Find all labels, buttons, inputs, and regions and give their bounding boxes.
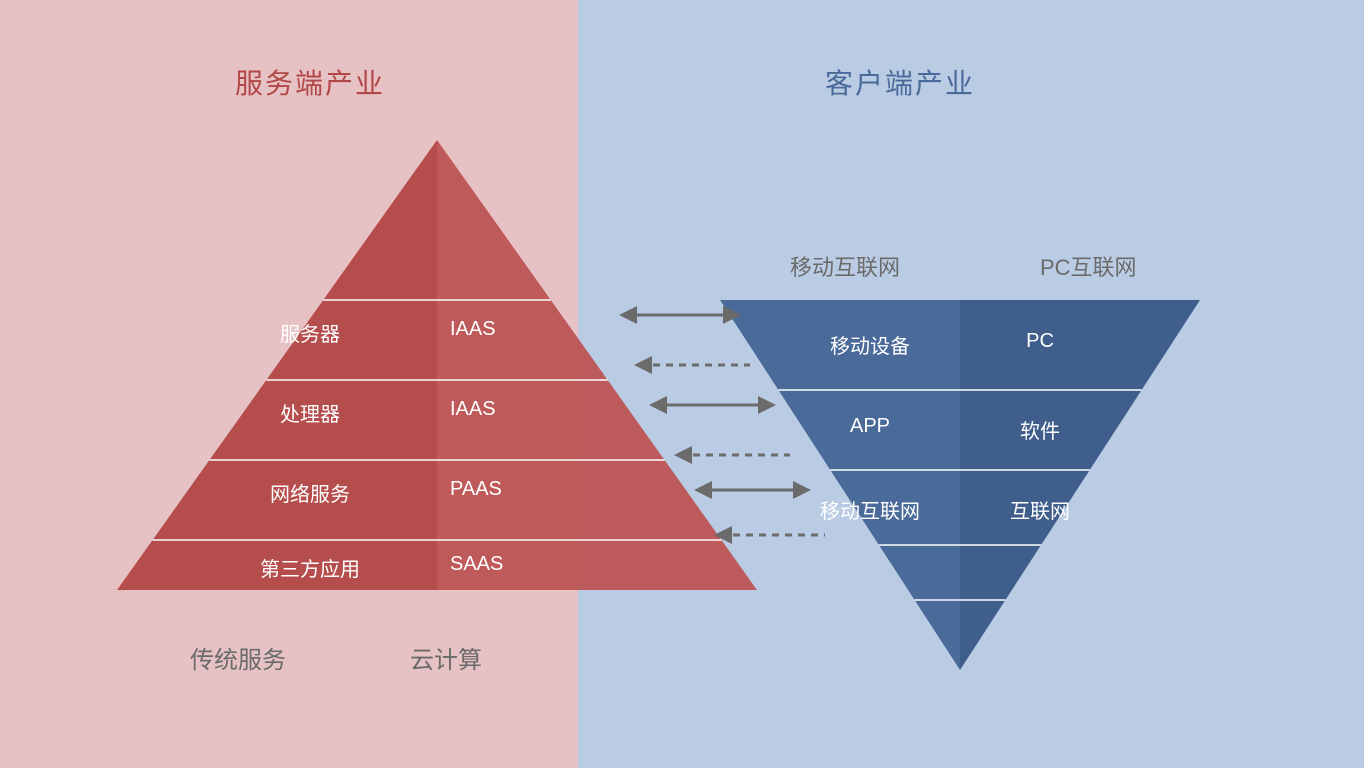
right-header-left: 移动互联网	[790, 250, 900, 282]
left-row-3-right: SAAS	[450, 553, 503, 576]
left-row-2-right: PAAS	[450, 478, 502, 501]
right-row-1-left: APP	[850, 415, 890, 438]
left-footer-left: 传统服务	[190, 640, 286, 675]
right-row-1-right: 软件	[1020, 415, 1060, 444]
right-row-0-right: PC	[1026, 330, 1054, 353]
left-row-1-left: 处理器	[280, 398, 340, 427]
left-row-2-left: 网络服务	[270, 478, 350, 507]
left-row-1-right: IAAS	[450, 398, 496, 421]
left-row-0-right: IAAS	[450, 318, 496, 341]
right-row-0-left: 移动设备	[830, 330, 910, 359]
left-footer-right: 云计算	[410, 640, 482, 675]
right-row-2-left: 移动互联网	[820, 495, 920, 524]
diagram-canvas: 服务端产业 客户端产业 服务器 IAAS 处理器 IAAS 网络服务 PAAS …	[0, 0, 1364, 768]
left-row-0-left: 服务器	[280, 318, 340, 347]
right-row-2-right: 互联网	[1010, 495, 1070, 524]
left-row-3-left: 第三方应用	[260, 553, 360, 582]
right-header-right: PC互联网	[1040, 250, 1137, 282]
